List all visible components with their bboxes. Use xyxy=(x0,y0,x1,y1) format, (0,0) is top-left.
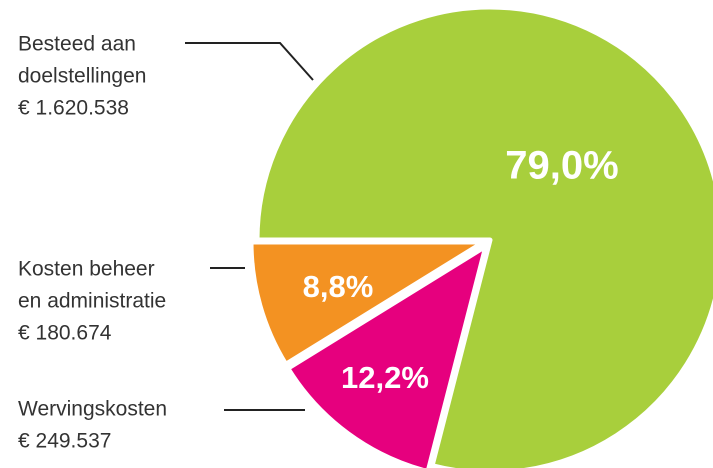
amount-label: € 249.537 xyxy=(18,430,111,453)
category-label: doelstellingen xyxy=(18,65,146,88)
leader-line xyxy=(185,42,314,81)
amount-label: € 180.674 xyxy=(18,322,112,345)
category-label: Besteed aan xyxy=(18,33,136,56)
value-label: 79,0% xyxy=(505,144,618,188)
value-label: 12,2% xyxy=(341,360,429,395)
value-label: 8,8% xyxy=(303,269,374,304)
category-label: Kosten beheer xyxy=(18,258,155,281)
pie-slice xyxy=(248,239,487,367)
category-label: en administratie xyxy=(18,290,166,313)
pie-slice xyxy=(254,4,713,468)
category-label: Wervingskosten xyxy=(18,398,167,421)
amount-label: € 1.620.538 xyxy=(18,97,129,120)
